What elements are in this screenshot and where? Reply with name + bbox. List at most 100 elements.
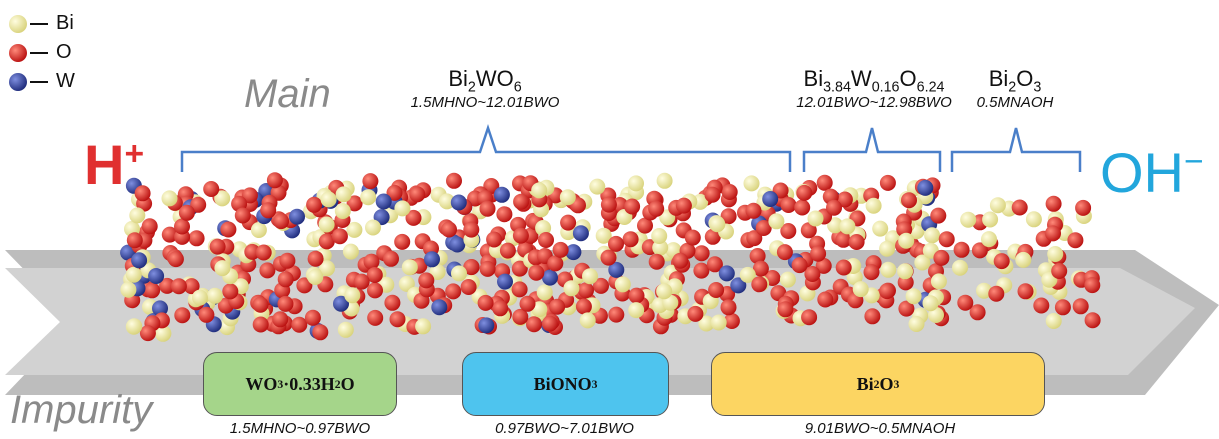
w-atom (431, 299, 448, 316)
o-atom (367, 309, 384, 326)
bi-atom (652, 239, 669, 256)
bi-atom (865, 197, 882, 214)
o-atom (933, 249, 950, 266)
bi-atom (559, 189, 576, 206)
o-atom (538, 232, 554, 248)
bi-atom (807, 210, 824, 227)
bi-atom (125, 266, 142, 283)
bi-atom (342, 243, 359, 260)
o-atom (804, 266, 821, 282)
o-atom (1054, 299, 1071, 316)
o-atom (183, 278, 200, 295)
bi-atom (531, 182, 548, 199)
o-atom (624, 198, 641, 215)
o-atom (513, 193, 530, 210)
o-atom (969, 304, 986, 321)
o-atom (528, 264, 545, 281)
w-atom (289, 208, 305, 225)
o-atom (266, 172, 283, 189)
bi-atom (394, 200, 411, 217)
bi-atom (451, 265, 467, 282)
w-atom (542, 269, 558, 286)
h-plus-ion: H+ (84, 133, 145, 196)
o-atom (848, 234, 865, 250)
o-atom (512, 308, 529, 325)
impurity-label: Impurity (10, 388, 153, 432)
o-atom (389, 311, 406, 328)
w-atom (565, 244, 582, 261)
o-atom (791, 257, 808, 274)
o-atom (222, 283, 239, 300)
o-atom (209, 238, 226, 255)
o-atom (178, 204, 195, 221)
bi-atom (335, 186, 352, 203)
o-atom (863, 264, 880, 281)
bi-atom (346, 221, 363, 238)
o-atom (1011, 199, 1028, 216)
bi-atom (628, 302, 645, 319)
bi-atom (307, 269, 324, 285)
w-atom (148, 268, 165, 284)
w-atom (131, 252, 148, 269)
o-atom (1084, 277, 1101, 294)
bi-atom (582, 268, 598, 285)
o-atom (608, 306, 625, 323)
legend-o-label: O (56, 41, 72, 63)
bi-atom (206, 287, 223, 304)
o-atom (144, 282, 161, 299)
o-atom (291, 316, 308, 333)
bi-atom (827, 217, 844, 234)
o-atom (188, 230, 205, 247)
o-atom (600, 196, 617, 213)
bi-atom (897, 263, 914, 280)
w-atom (608, 261, 625, 278)
o-atom (272, 311, 289, 328)
bi-atom (563, 280, 580, 297)
o-atom (687, 305, 704, 322)
main-label: Main (244, 72, 331, 116)
o-atom (244, 243, 261, 260)
w-atom (572, 225, 589, 242)
o-atom (752, 260, 769, 277)
o-atom (318, 233, 335, 250)
o-atom (622, 231, 639, 248)
bi-atom (981, 231, 997, 248)
w-atom (762, 191, 779, 207)
o-atom (560, 214, 577, 231)
o-atom (835, 259, 852, 276)
w-atom (449, 236, 466, 253)
impurity-biono3-box: BiONO 3 (462, 352, 669, 416)
o-atom (203, 181, 220, 197)
bi-atom (656, 172, 673, 189)
bi-atom (120, 281, 137, 298)
o-atom (159, 277, 176, 294)
phase-bi384-range: 12.01BWO~12.98BWO (796, 94, 952, 111)
o-atom (800, 222, 817, 239)
bi-atom (579, 312, 596, 329)
bi-atom (768, 213, 785, 230)
phase-bi2wo6-formula: Bi2WO6 (448, 66, 522, 96)
o-atom (511, 260, 528, 277)
o-atom (519, 295, 536, 312)
o-atom (776, 244, 793, 261)
o-atom (780, 197, 797, 213)
phase-bi2o3-range: 0.5MNAOH (976, 94, 1054, 111)
o-atom (362, 173, 379, 190)
o-atom (578, 282, 594, 299)
o-atom (988, 285, 1005, 302)
impurity-wo3-box: WO 3·0.33H 2 O (203, 352, 397, 416)
w-atom (152, 300, 168, 317)
o-atom (312, 324, 329, 341)
o-atom (755, 220, 772, 236)
o-atom (511, 281, 528, 298)
o-atom (279, 252, 296, 269)
w-atom (424, 251, 440, 268)
bi-atom (872, 220, 889, 237)
o-atom (306, 196, 323, 213)
phase-bi384-formula: Bi3.84W0.16O6.24 (803, 66, 945, 96)
o-atom (255, 244, 272, 261)
bi-atom (1015, 251, 1032, 268)
o-atom (477, 294, 494, 311)
o-atom (879, 174, 896, 191)
o-atom (383, 250, 399, 267)
